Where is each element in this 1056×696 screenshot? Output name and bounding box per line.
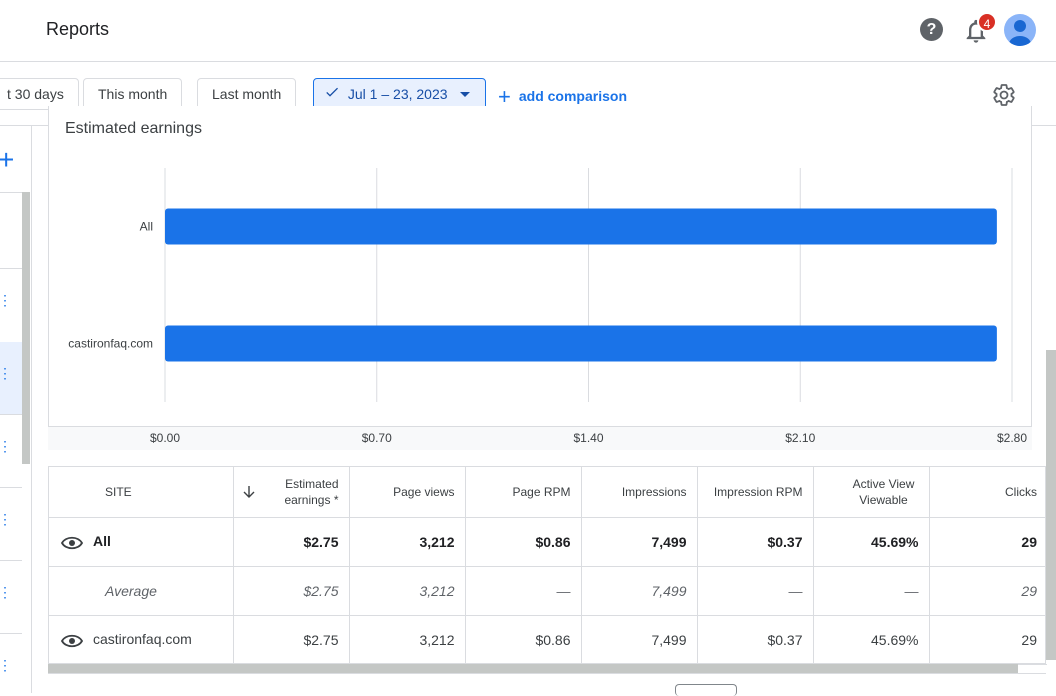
eye-icon[interactable] xyxy=(60,634,84,648)
report-table: SITE Estimated earnings * Page views Pag… xyxy=(48,466,1047,665)
dropdown-arrow-icon xyxy=(459,79,471,119)
plus-icon: + xyxy=(498,84,511,109)
help-icon[interactable]: ? xyxy=(920,18,943,41)
cell-impressions: 7,499 xyxy=(581,566,698,616)
y-category-label: All xyxy=(140,220,153,234)
chart-card xyxy=(48,106,1032,450)
x-tick-label: $0.70 xyxy=(362,431,392,445)
cell-clicks: 29 xyxy=(929,615,1047,665)
y-category-label: castironfaq.com xyxy=(68,337,153,351)
page-vertical-scrollbar[interactable] xyxy=(1046,350,1056,660)
site-cell: All xyxy=(49,517,234,567)
cell-impression-rpm: $0.37 xyxy=(697,615,814,665)
table-header-row: SITE Estimated earnings * Page views Pag… xyxy=(49,467,1047,518)
divider xyxy=(0,414,22,415)
cell-active-view-viewable: 45.69% xyxy=(813,615,930,665)
column-header-active-view-viewable[interactable]: Active View Viewable xyxy=(813,467,930,518)
left-rail: + ⋮ ⋮ ⋮ ⋮ ⋮ ⋮ xyxy=(0,126,32,693)
column-header-impression-rpm[interactable]: Impression RPM xyxy=(697,467,814,518)
more-vert-icon[interactable]: ⋮ xyxy=(0,292,12,308)
x-tick-label: $1.40 xyxy=(573,431,603,445)
cell-impressions: 7,499 xyxy=(581,517,698,567)
column-header-page-rpm[interactable]: Page RPM xyxy=(465,467,582,518)
earnings-bar-chart: $0.00 $0.70 $1.40 $2.10 $2.80 All castironfaq.… xyxy=(68,168,1027,445)
divider xyxy=(0,633,22,634)
bar xyxy=(165,325,997,362)
x-tick-label: $2.80 xyxy=(997,431,1027,445)
divider xyxy=(0,268,22,269)
divider xyxy=(0,560,22,561)
cell-page-views: 3,212 xyxy=(349,566,466,616)
divider xyxy=(0,192,22,193)
more-vert-icon[interactable]: ⋮ xyxy=(0,438,12,454)
cell-clicks: 29 xyxy=(929,517,1047,567)
cell-impression-rpm: — xyxy=(697,566,814,616)
top-app-bar: Reports ? 4 xyxy=(0,0,1056,62)
cell-page-rpm: $0.86 xyxy=(465,517,582,567)
table-row[interactable]: All $2.75 3,212 $0.86 7,499 $0.37 45.69%… xyxy=(49,517,1047,567)
left-rail-selected-item[interactable] xyxy=(0,342,22,414)
more-vert-icon[interactable]: ⋮ xyxy=(0,366,12,380)
check-icon xyxy=(324,80,342,110)
x-tick-label: $0.00 xyxy=(150,431,180,445)
chart-title: Estimated earnings xyxy=(65,120,202,137)
more-vert-icon[interactable]: ⋮ xyxy=(0,511,12,527)
cell-estimated-earnings: $2.75 xyxy=(233,566,350,616)
table-row[interactable]: castironfaq.com $2.75 3,212 $0.86 7,499 … xyxy=(49,615,1047,665)
column-header-impressions[interactable]: Impressions xyxy=(581,467,698,518)
table-horizontal-scrollbar[interactable] xyxy=(48,664,1018,673)
cell-active-view-viewable: 45.69% xyxy=(813,517,930,567)
more-vert-icon[interactable]: ⋮ xyxy=(0,657,12,673)
page-title: Reports xyxy=(46,19,110,39)
table-row: Average $2.75 3,212 — 7,499 — — 29 xyxy=(49,566,1047,616)
site-cell: Average xyxy=(49,566,234,616)
column-header-site[interactable]: SITE xyxy=(49,467,234,518)
left-rail-scrollbar[interactable] xyxy=(22,192,30,464)
cell-estimated-earnings: $2.75 xyxy=(233,517,350,567)
pagination-select[interactable] xyxy=(675,684,737,696)
sort-down-arrow-icon xyxy=(242,484,256,504)
site-cell: castironfaq.com xyxy=(49,615,234,665)
column-header-page-views[interactable]: Page views xyxy=(349,467,466,518)
add-icon[interactable]: + xyxy=(0,144,15,175)
account-avatar[interactable] xyxy=(1004,14,1036,46)
chip-last-30-days[interactable]: t 30 days xyxy=(0,78,79,110)
divider xyxy=(0,487,22,488)
cell-page-rpm: $0.86 xyxy=(465,615,582,665)
more-vert-icon[interactable]: ⋮ xyxy=(0,584,12,600)
add-comparison-button[interactable]: + add comparison xyxy=(498,84,627,109)
cell-page-views: 3,212 xyxy=(349,615,466,665)
column-header-clicks[interactable]: Clicks xyxy=(929,467,1047,518)
cell-impression-rpm: $0.37 xyxy=(697,517,814,567)
cell-clicks: 29 xyxy=(929,566,1047,616)
bar xyxy=(165,208,997,245)
cell-impressions: 7,499 xyxy=(581,615,698,665)
chip-this-month[interactable]: This month xyxy=(83,78,183,110)
date-range-label: Jul 1 – 23, 2023 xyxy=(347,86,448,102)
divider xyxy=(48,673,1046,674)
chart-axis-band xyxy=(48,426,1032,450)
settings-gear-icon[interactable] xyxy=(992,83,1016,107)
notification-count-badge: 4 xyxy=(977,12,997,32)
eye-icon[interactable] xyxy=(60,536,84,550)
cell-page-views: 3,212 xyxy=(349,517,466,567)
cell-active-view-viewable: — xyxy=(813,566,930,616)
column-header-estimated-earnings[interactable]: Estimated earnings * xyxy=(233,467,350,518)
cell-page-rpm: — xyxy=(465,566,582,616)
cell-estimated-earnings: $2.75 xyxy=(233,615,350,665)
x-tick-label: $2.10 xyxy=(785,431,815,445)
